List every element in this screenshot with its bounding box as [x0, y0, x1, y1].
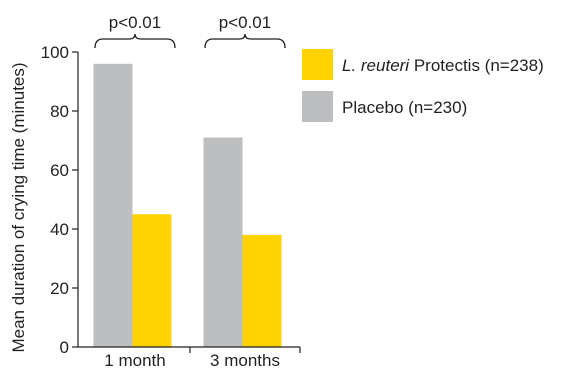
significance-brace: [204, 33, 286, 49]
y-tick-label: 40: [50, 220, 69, 239]
significance-annotations: p<0.01 p<0.01: [94, 13, 286, 49]
legend-label: Placebo (n=230): [342, 98, 467, 117]
y-tick-label: 0: [60, 338, 69, 357]
legend-label: L. reuteri Protectis (n=238): [342, 56, 544, 75]
y-tick-label: 100: [41, 43, 69, 62]
y-tick-label: 20: [50, 279, 69, 298]
x-axis: 1 month 3 months: [78, 346, 301, 370]
legend: L. reuteri Protectis (n=238) Placebo (n=2…: [302, 49, 544, 122]
legend-item: Placebo (n=230): [302, 91, 467, 122]
bar: [203, 137, 243, 347]
y-tick-label: 60: [50, 161, 69, 180]
x-tick-label: 3 months: [210, 351, 280, 367]
bars: [93, 63, 282, 348]
y-axis-label: Mean duration of crying time (minutes): [9, 62, 28, 352]
legend-item: L. reuteri Protectis (n=238): [302, 49, 544, 80]
bar: [132, 214, 172, 347]
legend-swatch: [302, 91, 333, 122]
x-tick-label: 1 month: [104, 351, 165, 367]
p-value-label: p<0.01: [219, 13, 271, 32]
bar: [93, 63, 133, 348]
bar: [242, 234, 282, 347]
significance-brace: [94, 33, 176, 49]
legend-swatch: [302, 49, 333, 80]
y-axis: 0 20 40 60 80 100: [41, 43, 79, 357]
y-tick-label: 80: [50, 102, 69, 121]
p-value-label: p<0.01: [109, 13, 161, 32]
